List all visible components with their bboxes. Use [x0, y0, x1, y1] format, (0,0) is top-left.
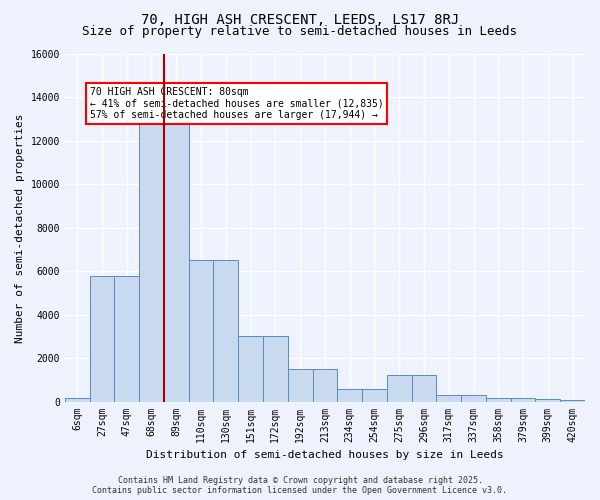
- Bar: [362, 388, 387, 402]
- Bar: [214, 260, 238, 402]
- Bar: [511, 398, 535, 402]
- Bar: [238, 336, 263, 402]
- Bar: [89, 276, 115, 402]
- Bar: [313, 369, 337, 402]
- Text: Contains HM Land Registry data © Crown copyright and database right 2025.
Contai: Contains HM Land Registry data © Crown c…: [92, 476, 508, 495]
- Bar: [288, 369, 313, 402]
- Bar: [387, 376, 412, 402]
- Text: 70, HIGH ASH CRESCENT, LEEDS, LS17 8RJ: 70, HIGH ASH CRESCENT, LEEDS, LS17 8RJ: [141, 12, 459, 26]
- Bar: [65, 398, 89, 402]
- Bar: [412, 376, 436, 402]
- Bar: [486, 398, 511, 402]
- Bar: [461, 395, 486, 402]
- Bar: [115, 276, 139, 402]
- Bar: [337, 388, 362, 402]
- Y-axis label: Number of semi-detached properties: Number of semi-detached properties: [15, 113, 25, 342]
- Bar: [188, 260, 214, 402]
- Bar: [436, 395, 461, 402]
- X-axis label: Distribution of semi-detached houses by size in Leeds: Distribution of semi-detached houses by …: [146, 450, 504, 460]
- Bar: [263, 336, 288, 402]
- Bar: [139, 93, 164, 402]
- Bar: [535, 400, 560, 402]
- Bar: [164, 93, 188, 402]
- Text: Size of property relative to semi-detached houses in Leeds: Size of property relative to semi-detach…: [83, 25, 517, 38]
- Text: 70 HIGH ASH CRESCENT: 80sqm
← 41% of semi-detached houses are smaller (12,835)
5: 70 HIGH ASH CRESCENT: 80sqm ← 41% of sem…: [89, 86, 383, 120]
- Bar: [560, 400, 585, 402]
